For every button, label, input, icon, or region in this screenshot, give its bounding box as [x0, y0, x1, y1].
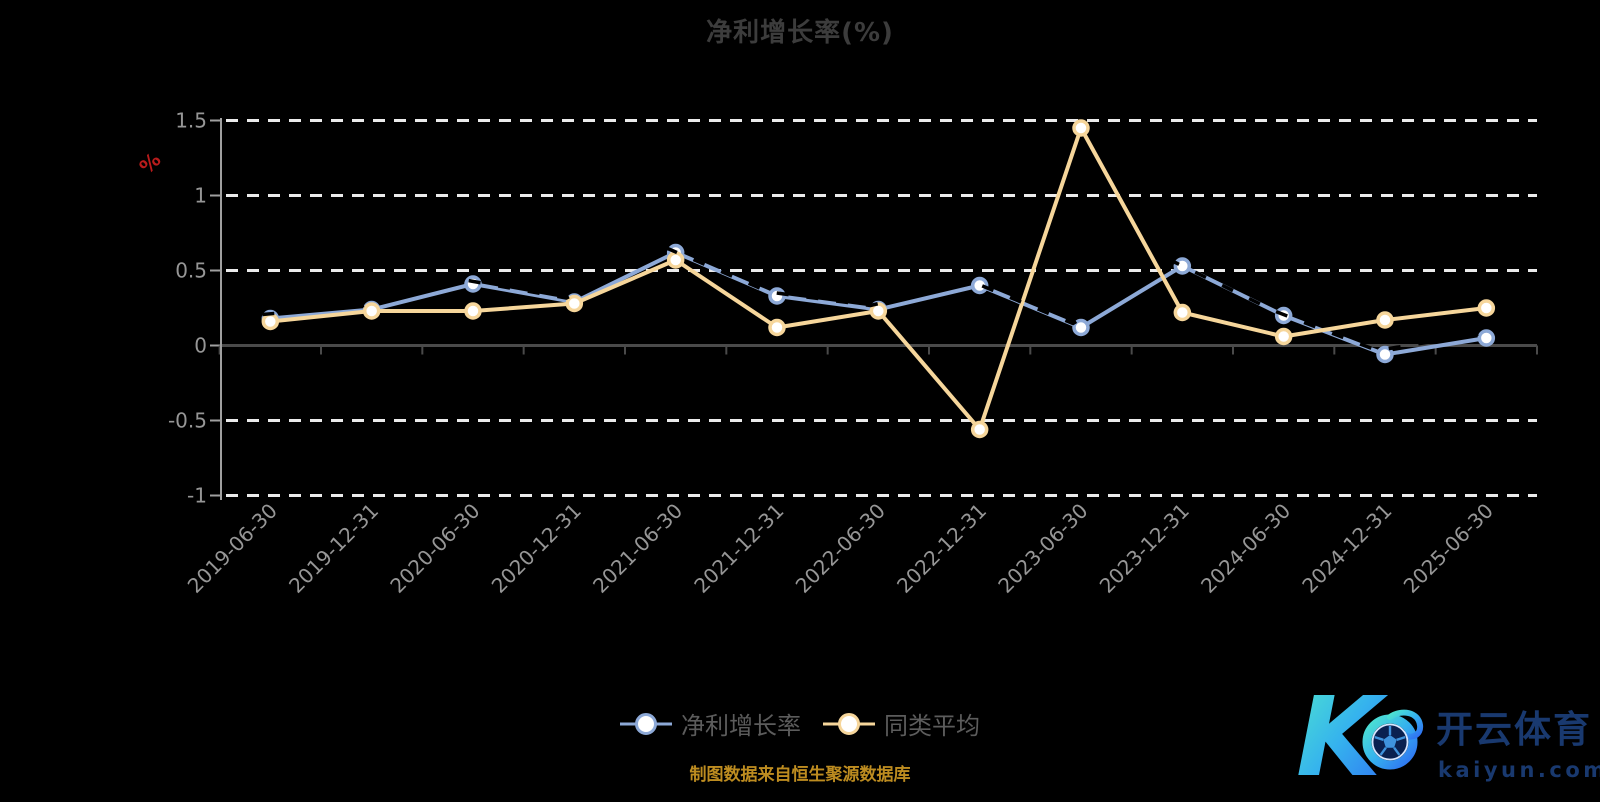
legend-item-net-profit-growth[interactable]: 净利增长率	[620, 706, 801, 741]
svg-text:2020-12-31: 2020-12-31	[487, 499, 586, 598]
legend: 净利增长率 同类平均	[0, 706, 1600, 741]
svg-text:0: 0	[194, 334, 207, 358]
svg-text:2022-12-31: 2022-12-31	[892, 499, 991, 598]
svg-text:%: %	[134, 147, 165, 178]
brand-name: 开云体育	[1436, 708, 1592, 751]
legend-label: 同类平均	[884, 712, 980, 740]
brand-domain: kaiyun.com	[1438, 758, 1600, 782]
svg-text:1: 1	[194, 184, 207, 208]
chart-title: 净利增长率(%)	[706, 18, 894, 48]
legend-item-category-average[interactable]: 同类平均	[823, 706, 980, 741]
svg-text:0.5: 0.5	[175, 259, 207, 283]
svg-text:2019-06-30: 2019-06-30	[183, 499, 282, 598]
svg-text:-0.5: -0.5	[168, 409, 207, 433]
kaiyun-logo-graphic: K 开云体育 kaiyun.com	[1296, 673, 1600, 801]
svg-text:2023-12-31: 2023-12-31	[1095, 499, 1194, 598]
kaiyun-logo[interactable]: K 开云体育 kaiyun.com	[1296, 673, 1600, 801]
svg-text:2025-06-30: 2025-06-30	[1399, 499, 1498, 598]
svg-text:2023-06-30: 2023-06-30	[993, 499, 1092, 598]
svg-text:1.5: 1.5	[175, 109, 207, 133]
legend-marker-line-icon	[823, 712, 875, 735]
svg-text:2020-06-30: 2020-06-30	[385, 499, 484, 598]
source-note: 制图数据来自恒生聚源数据库	[689, 765, 911, 785]
soccer-ball-icon	[1362, 709, 1424, 770]
svg-text:2022-06-30: 2022-06-30	[791, 499, 890, 598]
legend-label: 净利增长率	[681, 712, 801, 740]
svg-text:2024-06-30: 2024-06-30	[1196, 499, 1295, 598]
svg-text:2021-12-31: 2021-12-31	[689, 499, 788, 598]
svg-text:2019-12-31: 2019-12-31	[284, 499, 383, 598]
svg-text:-1: -1	[187, 484, 207, 508]
svg-text:2024-12-31: 2024-12-31	[1297, 499, 1396, 598]
svg-text:2021-06-30: 2021-06-30	[588, 499, 687, 598]
legend-marker-line-icon	[620, 712, 672, 735]
